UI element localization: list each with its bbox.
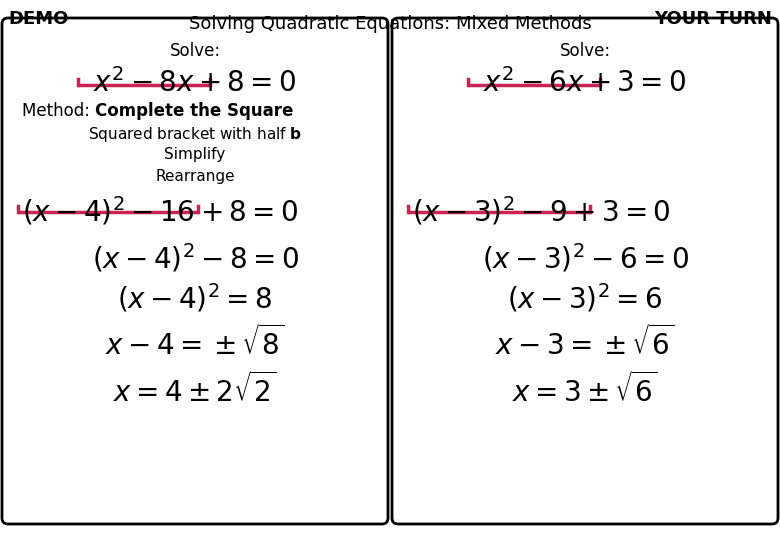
Text: $(x-4)^2 - 8 = 0$: $(x-4)^2 - 8 = 0$ [91, 242, 299, 275]
Text: $(x-3)^2 - 9 + 3 = 0$: $(x-3)^2 - 9 + 3 = 0$ [412, 195, 671, 228]
Text: $(x-4)^2 - 16 + 8 = 0$: $(x-4)^2 - 16 + 8 = 0$ [22, 195, 298, 228]
Text: $x - 3 = \pm\sqrt{6}$: $x - 3 = \pm\sqrt{6}$ [495, 325, 675, 361]
FancyBboxPatch shape [392, 18, 778, 524]
Text: $(x-3)^2 - 6 = 0$: $(x-3)^2 - 6 = 0$ [481, 242, 689, 275]
Text: $x^2 - 6x + 3 = 0$: $x^2 - 6x + 3 = 0$ [484, 68, 686, 98]
Text: DEMO: DEMO [8, 10, 69, 28]
Text: Solve:: Solve: [169, 42, 221, 60]
Text: Method:: Method: [22, 102, 101, 120]
Text: Rearrange: Rearrange [155, 169, 235, 184]
Text: Simplify: Simplify [165, 147, 225, 162]
Text: $x = 4 \pm 2\sqrt{2}$: $x = 4 \pm 2\sqrt{2}$ [113, 372, 277, 408]
Text: YOUR TURN: YOUR TURN [654, 10, 772, 28]
Text: $x^2 - 8x + 8 = 0$: $x^2 - 8x + 8 = 0$ [94, 68, 296, 98]
Text: $x - 4 = \pm\sqrt{8}$: $x - 4 = \pm\sqrt{8}$ [105, 325, 285, 361]
Text: $x = 3 \pm \sqrt{6}$: $x = 3 \pm \sqrt{6}$ [512, 372, 658, 408]
Text: Solve:: Solve: [559, 42, 611, 60]
Text: Complete the Square: Complete the Square [95, 102, 293, 120]
FancyBboxPatch shape [2, 18, 388, 524]
Text: Solving Quadratic Equations: Mixed Methods: Solving Quadratic Equations: Mixed Metho… [189, 15, 591, 33]
Text: $(x-3)^2 = 6$: $(x-3)^2 = 6$ [508, 282, 662, 315]
Text: Squared bracket with half $\mathbf{b}$: Squared bracket with half $\mathbf{b}$ [88, 125, 302, 144]
Text: $(x-4)^2 = 8$: $(x-4)^2 = 8$ [118, 282, 272, 315]
